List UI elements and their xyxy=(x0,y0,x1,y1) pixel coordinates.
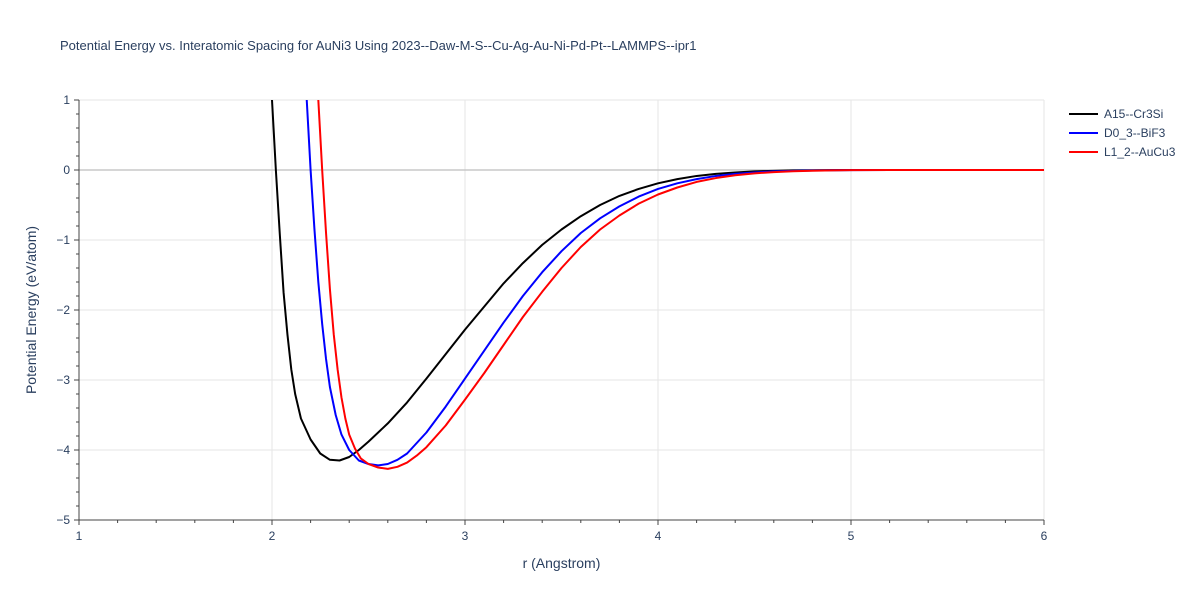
y-tick-label: −1 xyxy=(56,233,70,247)
x-axis-title: r (Angstrom) xyxy=(523,555,601,571)
axes: 1 2 3 4 5 6 −5 −4 −3 −2 −1 0 1 xyxy=(56,93,1047,543)
legend-label: L1_2--AuCu3 xyxy=(1104,145,1176,159)
x-tick-label: 6 xyxy=(1041,529,1048,543)
chart-title: Potential Energy vs. Interatomic Spacing… xyxy=(60,38,697,53)
legend-item[interactable]: L1_2--AuCu3 xyxy=(1069,145,1176,159)
legend-item[interactable]: D0_3--BiF3 xyxy=(1069,126,1166,140)
y-axis-title: Potential Energy (eV/atom) xyxy=(23,226,39,394)
y-tick-label: −4 xyxy=(56,443,70,457)
legend-label: A15--Cr3Si xyxy=(1104,107,1163,121)
x-tick-label: 2 xyxy=(269,529,276,543)
y-tick-label: −5 xyxy=(56,513,70,527)
y-tick-label: −2 xyxy=(56,303,70,317)
x-tick-label: 1 xyxy=(76,529,83,543)
legend-item[interactable]: A15--Cr3Si xyxy=(1069,107,1163,121)
x-tick-label: 5 xyxy=(848,529,855,543)
y-tick-label: −3 xyxy=(56,373,70,387)
series-line-l1-2-aucu3 xyxy=(317,100,1044,470)
x-tick-label: 4 xyxy=(655,529,662,543)
x-tick-label: 3 xyxy=(462,529,469,543)
y-tick-label: 1 xyxy=(63,93,70,107)
series-lines xyxy=(271,100,1044,470)
legend-label: D0_3--BiF3 xyxy=(1104,126,1166,140)
y-tick-label: 0 xyxy=(63,163,70,177)
legend[interactable]: A15--Cr3Si D0_3--BiF3 L1_2--AuCu3 xyxy=(1069,107,1176,159)
